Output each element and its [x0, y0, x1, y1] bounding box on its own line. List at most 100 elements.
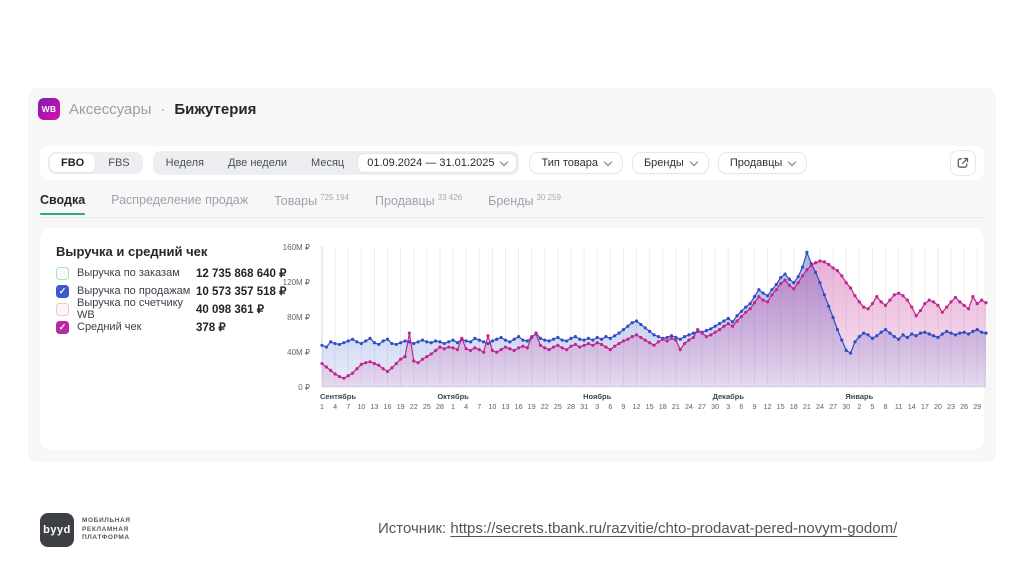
chevron-down-icon — [603, 157, 613, 166]
y-tick-label: 80M ₽ — [287, 313, 310, 322]
date-range-picker[interactable]: 01.09.2024 — 31.01.2025 — [357, 153, 518, 173]
svg-text:13: 13 — [501, 402, 509, 411]
metric-value: 12 735 868 640 ₽ — [196, 268, 287, 280]
svg-text:1: 1 — [451, 402, 455, 411]
y-axis-labels: 160M ₽ 120M ₽ 80M ₽ 40M ₽ 0 ₽ — [260, 243, 316, 392]
svg-text:Декабрь: Декабрь — [713, 392, 745, 401]
svg-text:13: 13 — [370, 402, 378, 411]
svg-text:27: 27 — [698, 402, 706, 411]
svg-text:10: 10 — [357, 402, 365, 411]
svg-text:30: 30 — [842, 402, 850, 411]
svg-text:28: 28 — [567, 402, 575, 411]
tab-bar: Сводка Распределение продаж Товары 725 194 П… — [40, 193, 561, 215]
fbo-option[interactable]: FBO — [50, 154, 96, 172]
metric-label: Выручка по продажам — [77, 285, 191, 297]
period-toggle: Неделя Две недели Месяц 01.09.2024 — 31.01… — [152, 151, 520, 175]
metric-revenue-by-sales: ✓ Выручка по продажам 10 573 357 518 ₽ — [56, 282, 324, 300]
svg-text:3: 3 — [595, 402, 599, 411]
metric-value: 40 098 361 ₽ — [196, 304, 265, 316]
svg-text:28: 28 — [436, 402, 444, 411]
metrics-list: Выручка по заказам 12 735 868 640 ₽ ✓ Выруч… — [56, 264, 324, 336]
export-button[interactable] — [950, 150, 976, 176]
svg-text:17: 17 — [921, 402, 929, 411]
svg-text:25: 25 — [554, 402, 562, 411]
y-tick-label: 120M ₽ — [282, 278, 310, 287]
svg-text:19: 19 — [528, 402, 536, 411]
breadcrumb-category: Аксессуары — [69, 100, 152, 118]
svg-text:31: 31 — [580, 402, 588, 411]
checkbox-revenue-by-orders[interactable] — [56, 266, 69, 280]
y-tick-label: 40M ₽ — [287, 348, 310, 357]
metric-label: Средний чек — [77, 321, 142, 333]
metric-label: Выручка по счетчику WB — [77, 297, 184, 321]
svg-text:29: 29 — [973, 402, 981, 411]
filter-dropdowns: Тип товара Бренды Продавцы — [529, 152, 808, 174]
tab-summary[interactable]: Сводка — [40, 193, 86, 215]
svg-text:11: 11 — [895, 402, 902, 411]
fulfillment-toggle: FBO FBS — [48, 152, 143, 174]
svg-text:Сентябрь: Сентябрь — [320, 392, 356, 401]
byyd-logo-text: byyd — [43, 524, 71, 536]
breadcrumb: WB Аксессуары · Бижутерия — [38, 98, 256, 120]
metric-revenue-by-orders: Выручка по заказам 12 735 868 640 ₽ — [56, 264, 324, 282]
source-label: Источник: — [378, 520, 447, 537]
byyd-logo: byyd МОБИЛЬНАЯ РЕКЛАМНАЯ ПЛАТФОРМА — [40, 513, 131, 547]
byyd-caption: МОБИЛЬНАЯ РЕКЛАМНАЯ ПЛАТФОРМА — [82, 517, 131, 542]
byyd-logo-icon: byyd — [40, 513, 74, 547]
tab-sales-distribution[interactable]: Распределение продаж — [111, 193, 249, 207]
source-link[interactable]: https://secrets.tbank.ru/razvitie/chto-p… — [450, 520, 898, 537]
y-tick-label: 160M ₽ — [282, 243, 310, 252]
checkbox-revenue-by-sales[interactable]: ✓ — [56, 284, 69, 298]
tab-sellers[interactable]: Продавцы 33 426 — [375, 193, 463, 209]
svg-text:3: 3 — [726, 402, 730, 411]
fbs-option[interactable]: FBS — [108, 157, 130, 169]
svg-text:4: 4 — [464, 402, 468, 411]
svg-text:8: 8 — [884, 402, 888, 411]
metric-value: 10 573 357 518 ₽ — [196, 286, 287, 298]
svg-text:12: 12 — [633, 402, 641, 411]
metric-value: 378 ₽ — [196, 322, 226, 334]
svg-text:9: 9 — [752, 402, 756, 411]
svg-text:9: 9 — [621, 402, 625, 411]
source-line: Источник: https://secrets.tbank.ru/razvi… — [378, 520, 897, 537]
svg-text:6: 6 — [608, 402, 612, 411]
sellers-filter[interactable]: Продавцы — [717, 152, 808, 174]
tab-brands[interactable]: Бренды 30 259 — [488, 193, 561, 209]
svg-text:23: 23 — [947, 402, 955, 411]
metric-label: Выручка по заказам — [77, 267, 180, 279]
svg-text:Октябрь: Октябрь — [437, 392, 469, 401]
svg-text:24: 24 — [685, 402, 693, 411]
period-option-month[interactable]: Месяц — [311, 157, 345, 169]
svg-text:27: 27 — [829, 402, 837, 411]
svg-text:15: 15 — [777, 402, 785, 411]
svg-text:7: 7 — [477, 402, 481, 411]
page-title: Бижутерия — [174, 100, 257, 118]
filter-bar: FBO FBS Неделя Две недели Месяц 01.09.2024 … — [40, 146, 984, 180]
svg-text:10: 10 — [488, 402, 496, 411]
tab-products[interactable]: Товары 725 194 — [274, 193, 350, 209]
svg-text:26: 26 — [960, 402, 968, 411]
svg-text:21: 21 — [803, 402, 811, 411]
svg-text:18: 18 — [659, 402, 667, 411]
breadcrumb-separator: · — [160, 100, 166, 118]
chevron-down-icon — [500, 157, 509, 166]
brands-filter[interactable]: Бренды — [631, 152, 709, 174]
period-option-two-weeks[interactable]: Две недели — [228, 157, 288, 169]
checkbox-average-check[interactable]: ✓ — [56, 320, 69, 334]
svg-text:25: 25 — [423, 402, 431, 411]
dashboard-card: WB Аксессуары · Бижутерия FBO FBS Неделя Д… — [28, 88, 996, 462]
svg-text:20: 20 — [934, 402, 942, 411]
content-panel: Выручка и средний чек Выручка по заказам… — [40, 228, 988, 450]
checkbox-revenue-wb-counter[interactable] — [56, 302, 69, 316]
metric-revenue-wb-counter: Выручка по счетчику WB 40 098 361 ₽ — [56, 297, 324, 321]
y-tick-label: 0 ₽ — [298, 383, 310, 392]
wb-logo-text: WB — [41, 104, 57, 114]
svg-text:19: 19 — [397, 402, 405, 411]
svg-text:7: 7 — [346, 402, 350, 411]
svg-text:18: 18 — [790, 402, 798, 411]
period-option-week[interactable]: Неделя — [165, 157, 205, 169]
svg-text:16: 16 — [515, 402, 523, 411]
svg-text:12: 12 — [764, 402, 772, 411]
product-type-filter[interactable]: Тип товара — [529, 152, 623, 174]
